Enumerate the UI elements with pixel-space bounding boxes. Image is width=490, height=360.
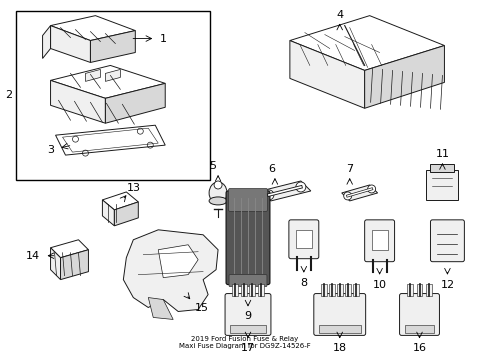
Text: 14: 14 <box>25 251 40 261</box>
Polygon shape <box>102 192 138 210</box>
Bar <box>407 284 413 296</box>
Polygon shape <box>365 45 444 108</box>
Text: 11: 11 <box>436 149 449 159</box>
Polygon shape <box>342 185 378 201</box>
Text: 1: 1 <box>160 33 167 44</box>
Polygon shape <box>63 128 158 152</box>
Polygon shape <box>50 26 91 62</box>
Polygon shape <box>290 41 365 108</box>
Bar <box>321 284 327 296</box>
Circle shape <box>368 185 376 193</box>
Polygon shape <box>114 202 138 226</box>
Circle shape <box>296 182 306 192</box>
Text: 16: 16 <box>413 343 426 354</box>
Polygon shape <box>290 15 444 71</box>
Bar <box>319 325 361 333</box>
Text: 7: 7 <box>346 164 353 174</box>
Bar <box>232 284 238 296</box>
FancyBboxPatch shape <box>314 293 366 336</box>
FancyBboxPatch shape <box>365 220 394 262</box>
Polygon shape <box>261 181 311 201</box>
Polygon shape <box>148 298 173 319</box>
Polygon shape <box>61 250 89 280</box>
Bar <box>230 325 266 333</box>
Text: 18: 18 <box>333 343 347 354</box>
Ellipse shape <box>209 182 227 204</box>
Bar <box>249 284 255 296</box>
Text: 15: 15 <box>195 302 209 312</box>
Bar <box>353 284 359 296</box>
Text: 6: 6 <box>269 164 275 174</box>
Text: 2: 2 <box>5 90 12 100</box>
Text: 13: 13 <box>127 183 141 193</box>
Bar <box>431 164 454 172</box>
Circle shape <box>343 192 352 200</box>
Polygon shape <box>50 15 135 41</box>
Bar <box>258 284 264 296</box>
Bar <box>16 11 210 180</box>
Polygon shape <box>50 240 89 258</box>
Bar <box>329 284 335 296</box>
Polygon shape <box>50 66 165 98</box>
Bar <box>241 284 247 296</box>
Text: 12: 12 <box>441 280 455 289</box>
Bar <box>296 230 312 248</box>
Polygon shape <box>105 84 165 123</box>
Text: 17: 17 <box>241 343 255 354</box>
Polygon shape <box>85 69 100 81</box>
Polygon shape <box>102 200 114 226</box>
Circle shape <box>264 190 274 200</box>
Bar <box>405 325 435 333</box>
Polygon shape <box>158 245 198 278</box>
Text: 5: 5 <box>210 161 217 171</box>
FancyBboxPatch shape <box>228 189 268 211</box>
Bar <box>426 284 432 296</box>
FancyBboxPatch shape <box>289 220 319 259</box>
Polygon shape <box>43 26 50 58</box>
Text: 2019 Ford Fusion Fuse & Relay
Maxi Fuse Diagram for DG9Z-14526-F: 2019 Ford Fusion Fuse & Relay Maxi Fuse … <box>179 336 311 349</box>
Polygon shape <box>50 248 61 280</box>
FancyBboxPatch shape <box>399 293 440 336</box>
Bar <box>416 284 422 296</box>
FancyBboxPatch shape <box>226 191 270 285</box>
Ellipse shape <box>209 197 227 205</box>
Polygon shape <box>50 80 105 123</box>
Text: 8: 8 <box>300 278 307 288</box>
FancyBboxPatch shape <box>225 293 271 336</box>
Text: 4: 4 <box>336 10 343 20</box>
Polygon shape <box>55 125 165 155</box>
Polygon shape <box>123 230 218 311</box>
Bar <box>426 170 458 200</box>
Text: 3: 3 <box>47 145 54 155</box>
Bar <box>345 284 351 296</box>
FancyBboxPatch shape <box>229 275 267 287</box>
Text: 9: 9 <box>245 311 251 321</box>
Bar <box>371 230 388 250</box>
Bar <box>337 284 343 296</box>
Circle shape <box>214 181 222 189</box>
FancyBboxPatch shape <box>431 220 465 262</box>
Text: 10: 10 <box>372 280 387 289</box>
Polygon shape <box>91 31 135 62</box>
Polygon shape <box>105 69 121 81</box>
